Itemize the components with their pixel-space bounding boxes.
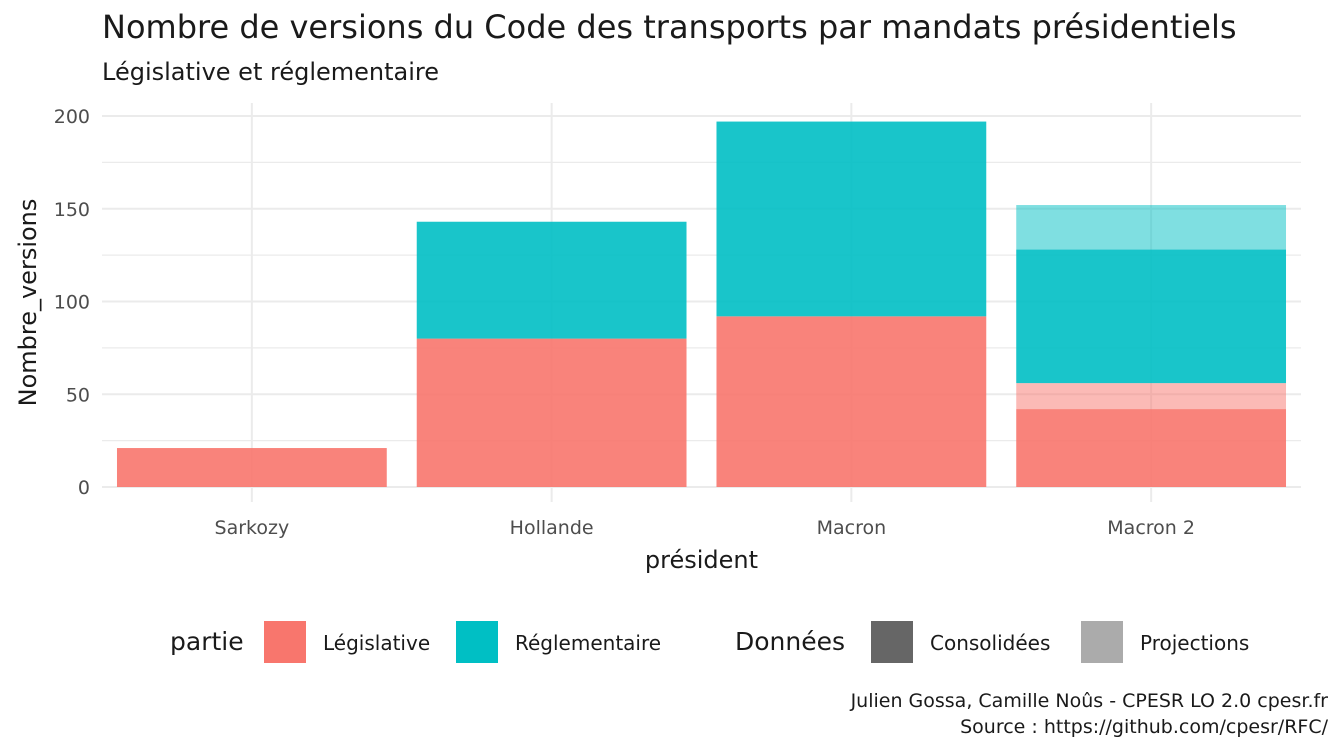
bar-segment [416,221,687,339]
bar-segment [1016,383,1287,410]
bar-segment [416,338,687,487]
bar-segment [1016,249,1287,384]
legend-label-partie: Réglementaire [515,631,661,655]
caption-source: Source : https://github.com/cpesr/RFC/ [960,716,1328,738]
legend-key-partie [456,621,498,663]
bar-segment [716,121,987,317]
bar-segment [716,316,987,487]
y-tick-label: 0 [78,477,90,499]
legend-title-partie: partie [170,627,244,656]
x-tick-label: Macron [817,517,887,539]
y-tick-label: 200 [54,106,90,128]
x-tick-label: Sarkozy [215,517,290,539]
y-axis-title: Nombre_versions [14,199,42,407]
bar-segment [116,448,387,487]
y-tick-label: 100 [54,292,90,314]
bar-segment [1016,409,1287,487]
legend-key-donnees [1081,621,1123,663]
chart-title: Nombre de versions du Code des transport… [102,8,1237,46]
y-tick-label: 150 [54,199,90,221]
y-tick-label: 50 [66,384,90,406]
bar-segment [1016,205,1287,250]
legend-label-partie: Législative [323,631,430,655]
legend-key-donnees [871,621,913,663]
x-tick-label: Macron 2 [1107,517,1195,539]
caption-credits: Julien Gossa, Camille Noûs - CPESR LO 2.… [850,690,1328,712]
x-axis-title: président [645,546,758,574]
legend-label-donnees: Projections [1140,631,1249,655]
legend-label-donnees: Consolidées [930,631,1050,655]
chart-subtitle: Législative et réglementaire [102,58,439,86]
legend-title-donnees: Données [735,627,845,656]
x-tick-label: Hollande [510,517,594,539]
legend-key-partie [264,621,306,663]
